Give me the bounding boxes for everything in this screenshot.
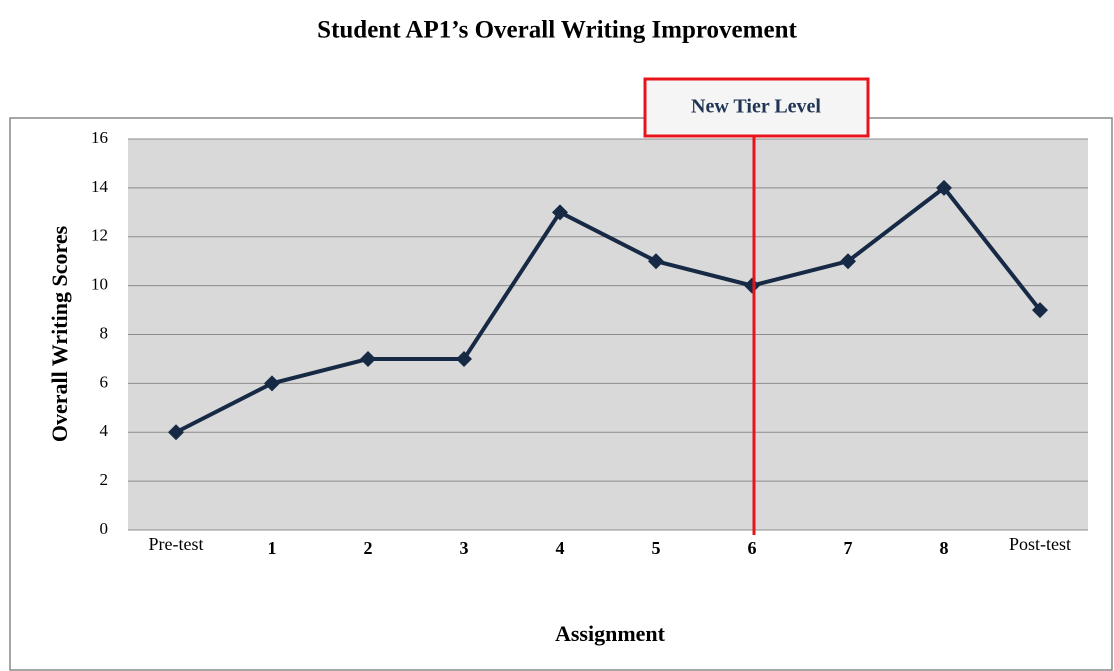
- y-tick-label: 12: [91, 226, 108, 245]
- marker: [264, 375, 280, 392]
- marker: [360, 350, 376, 367]
- marker: [456, 350, 472, 367]
- y-tick-label: 4: [100, 421, 109, 440]
- x-axis-label: Assignment: [555, 621, 666, 646]
- marker: [1032, 302, 1048, 319]
- chart-title: Student AP1’s Overall Writing Improvemen…: [317, 17, 797, 44]
- annotation-box: [643, 77, 870, 138]
- y-tick-label: 14: [91, 177, 109, 196]
- x-tick-label: 3: [460, 538, 469, 558]
- marker: [648, 253, 664, 270]
- x-tick-label: 4: [556, 538, 565, 558]
- x-tick-label: 2: [364, 538, 373, 558]
- x-tick-label: Post-test: [1009, 534, 1071, 554]
- marker: [840, 253, 856, 270]
- x-tick-label: 8: [940, 538, 949, 558]
- series-line: [175, 185, 1042, 435]
- annotation: New Tier Level: [691, 96, 821, 118]
- x-tick-label: 1: [268, 538, 277, 558]
- y-axis-label: Overall Writing Scores: [47, 225, 72, 442]
- y-tick-label: 16: [91, 128, 108, 147]
- marker: [168, 424, 184, 441]
- x-tick-label: 6: [748, 538, 757, 558]
- x-tick-label: 7: [844, 538, 853, 558]
- marker: [552, 204, 568, 221]
- x-tick-label: Pre-test: [149, 534, 204, 554]
- y-tick-label: 6: [100, 372, 109, 391]
- y-tick-label: 2: [100, 470, 109, 489]
- y-tick-label: 0: [100, 519, 109, 538]
- marker: [936, 179, 952, 196]
- y-tick-label: 8: [100, 323, 109, 342]
- marker: [744, 277, 760, 294]
- x-tick-label: 5: [652, 538, 661, 558]
- y-tick-label: 10: [91, 275, 108, 294]
